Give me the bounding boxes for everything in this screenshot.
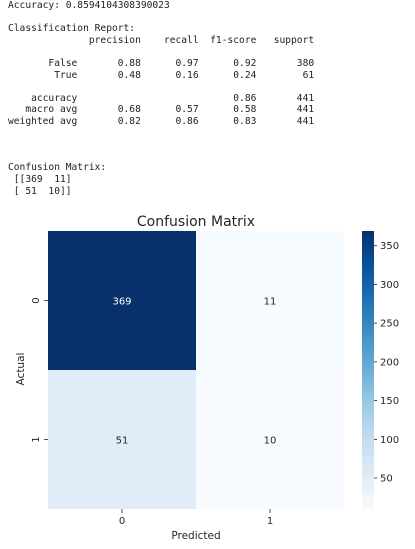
colorbar-tick-label-0: 50 <box>380 474 393 485</box>
report-row-accuracy: accuracy 0.86 441 <box>8 92 315 104</box>
colorbar: 50 100 150 200 250 300 350 <box>362 231 399 509</box>
heatmap-cell-1-0 <box>48 370 196 509</box>
report-row-weighted-avg: weighted avg 0.82 0.86 0.83 441 <box>8 115 315 127</box>
colorbar-tick-label-3: 200 <box>380 357 399 368</box>
chart-title: Confusion Matrix <box>137 214 255 230</box>
colorbar-tick-label-1: 100 <box>380 435 399 446</box>
report-row-macro-avg: macro avg 0.68 0.57 0.58 441 <box>8 104 315 116</box>
report-row-true: True 0.48 0.16 0.24 61 <box>8 69 315 81</box>
x-tick-label-0: 0 <box>119 516 125 527</box>
matrix-row-2: [ 51 10]] <box>8 185 72 197</box>
colorbar-gradient <box>362 231 374 509</box>
matrix-row-1: [[369 11] <box>8 173 72 185</box>
cell-value-0-0: 369 <box>112 297 131 308</box>
heatmap-cell-0-0 <box>48 231 196 370</box>
cell-value-0-1: 11 <box>264 297 277 308</box>
colorbar-tick-label-2: 150 <box>380 396 399 407</box>
cell-value-1-1: 10 <box>264 436 277 447</box>
heatmap-cell-1-1 <box>196 370 344 509</box>
y-axis-label: Actual <box>15 353 27 386</box>
x-axis-label: Predicted <box>171 530 220 542</box>
x-tick-label-1: 1 <box>267 516 273 527</box>
colorbar-tick-label-5: 300 <box>380 280 399 291</box>
y-tick-label-1: 1 <box>31 436 42 442</box>
matrix-heading: Confusion Matrix: <box>8 162 107 174</box>
colorbar-tick-label-6: 350 <box>380 241 399 252</box>
accuracy-line: Accuracy: 0.8594104308390023 <box>8 0 170 11</box>
report-header-row: precision recall f1-score support <box>8 34 315 46</box>
y-tick-label-0: 0 <box>31 297 42 303</box>
heatmap-cell-0-1 <box>196 231 344 370</box>
console-output: Accuracy: 0.8594104308390023 Classificat… <box>8 0 314 197</box>
report-row-false: False 0.88 0.97 0.92 380 <box>8 57 315 69</box>
cell-value-1-0: 51 <box>116 436 129 447</box>
report-heading: Classification Report: <box>8 23 136 35</box>
colorbar-tick-label-4: 250 <box>380 319 399 330</box>
